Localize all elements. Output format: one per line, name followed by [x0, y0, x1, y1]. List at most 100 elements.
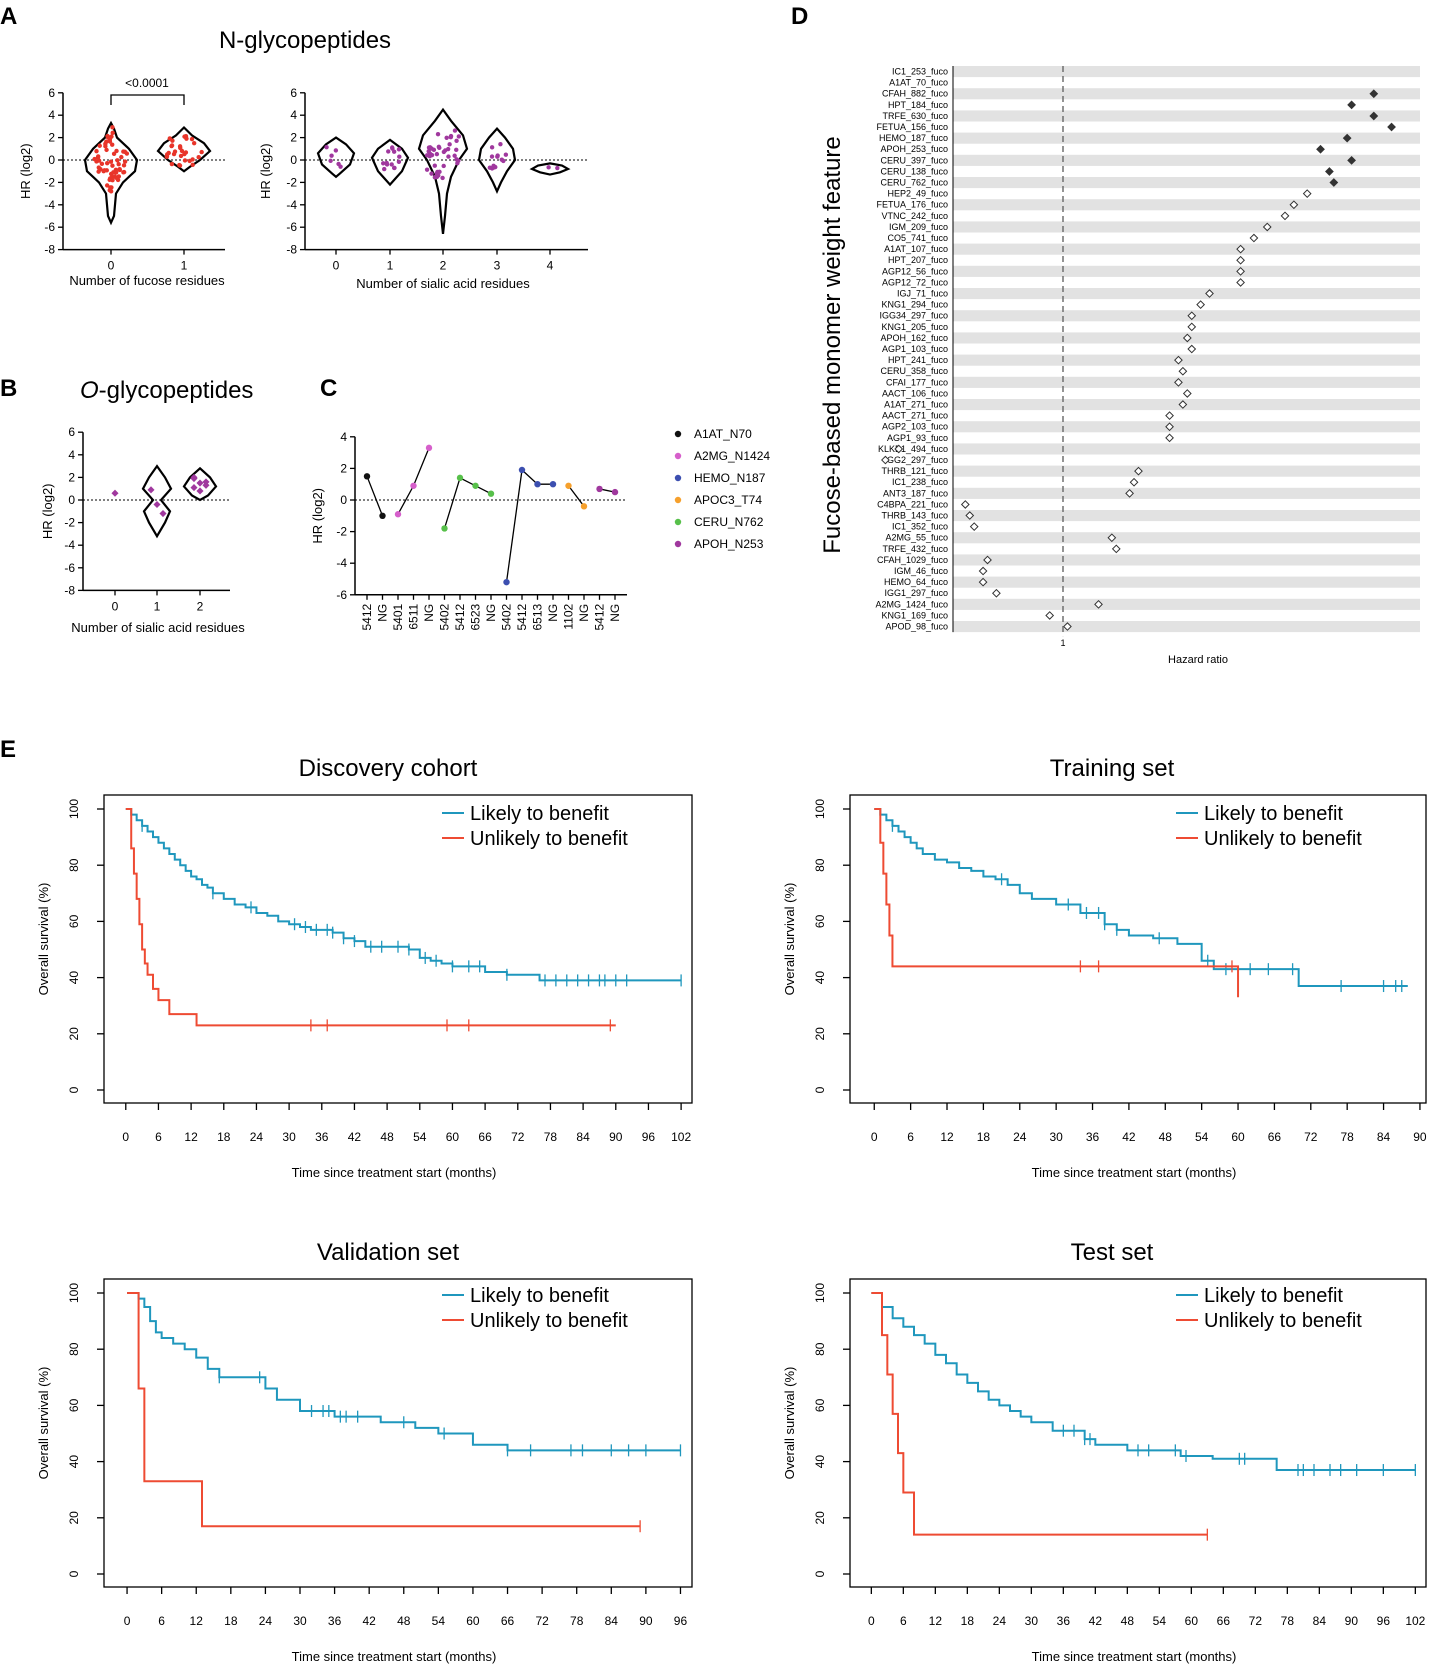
panel-e-test-set-legend-unlikely: Unlikely to benefit: [1204, 1310, 1362, 1332]
panel-a-right-x-label: Number of sialic acid residues: [356, 276, 530, 291]
panel-a-point-fucose-0: [116, 174, 122, 179]
panel-e-discovery-cohort-y-label: Overall survival (%): [36, 883, 51, 996]
panel-e-training-set-x-tick-label: 24: [1013, 1130, 1027, 1144]
panel-c-series-line: [505, 468, 553, 583]
panel-e-validation-set-curve-unlikely: [127, 1292, 641, 1528]
panel-e-training-set-x-tick-label: 36: [1086, 1130, 1100, 1144]
panel-a-point-sialic-3: [498, 141, 503, 147]
panel-c-point: [379, 512, 386, 519]
panel-e-training-set-legend-likely: Likely to benefit: [1204, 803, 1343, 825]
panel-e-discovery-cohort-x-tick-label: 72: [511, 1130, 525, 1144]
panel-d-feature-label: AGP2_103_fuco: [882, 422, 948, 432]
panel-e-discovery-cohort-x-tick-label: 90: [609, 1130, 623, 1144]
panel-a-point-fucose-0: [113, 167, 119, 172]
panel-b-y-tick-label: 2: [68, 470, 75, 484]
panel-e-training-set-y-tick-label: 40: [813, 971, 827, 985]
panel-e-test-set-x-tick-label: 66: [1217, 1614, 1231, 1628]
panel-d-hr-marker: [1325, 167, 1334, 176]
panel-c-legend-marker: [674, 496, 682, 504]
panel-e-validation-set-y-tick-label: 20: [67, 1511, 81, 1525]
panel-c-point: [534, 481, 541, 488]
panel-d-feature-label: A1AT_271_fuco: [884, 400, 948, 410]
panel-e-validation-set-x-tick-label: 48: [397, 1614, 411, 1628]
panel-d-feature-label: HEP2_49_fuco: [887, 189, 948, 199]
panel-a-point-fucose-0: [121, 149, 126, 154]
panel-e-training-set-frame: [849, 794, 1427, 1104]
panel-a-right-x-tick-label: 3: [494, 259, 501, 273]
panel-e-discovery-cohort-curve-unlikely: [125, 808, 616, 1027]
panel-a-point-sialic-2: [424, 153, 430, 158]
panel-b-violin-1: [141, 464, 173, 539]
panel-c-point: [410, 482, 417, 489]
panel-e-validation-set-y-tick-label: 100: [67, 1283, 81, 1303]
panel-e-training-set-x-tick-label: 54: [1195, 1130, 1209, 1144]
panel-c-point: [472, 482, 479, 489]
panel-d-feature-label: CFAH_882_fuco: [882, 89, 948, 99]
panel-e-validation-set-x-tick-label: 60: [466, 1614, 480, 1628]
panel-e-discovery-cohort-y-tick-label: 40: [67, 971, 81, 985]
panel-a-point-fucose-0: [108, 159, 114, 164]
panel-c-legend-marker: [674, 540, 682, 548]
panel-d-forest-plot: IC1_253_fucoA1AT_70_fucoCFAH_882_fucoHPT…: [819, 66, 1420, 666]
panel-c-x-tick-label: NG: [376, 604, 390, 622]
panel-e-training-set-x-label: Time since treatment start (months): [1032, 1165, 1237, 1180]
panel-a-point-sialic-2: [429, 146, 434, 151]
panel-e-validation-set-x-tick-label: 84: [605, 1614, 619, 1628]
panel-e-discovery-cohort-x-tick-label: 102: [671, 1130, 691, 1144]
panel-letter-a: A: [0, 3, 17, 30]
panel-a-right-x-tick-label: 2: [440, 259, 447, 273]
panel-a-violin-0: [83, 120, 139, 226]
panel-d-hr-marker: [1125, 488, 1134, 498]
panel-d-feature-label: AGP12_72_fuco: [882, 277, 948, 287]
panel-c-series-line: [567, 485, 585, 507]
panel-c-x-tick-label: 6511: [407, 603, 421, 629]
panel-a-point-sialic-1: [391, 165, 397, 171]
panel-d-row-band: [953, 376, 1420, 388]
panel-e-training-set-y-tick-label: 100: [813, 799, 827, 819]
panel-letter-c: C: [320, 375, 337, 402]
panel-c-line-chart: 420-2-4-6HR (log2)5412 NG 5401 6511 NG 5402 54…: [310, 427, 770, 631]
panel-a-left-y-tick-label: 0: [48, 153, 55, 167]
panel-d-hr-marker: [1134, 466, 1143, 476]
panel-e-discovery-cohort-y-tick-label: 80: [67, 858, 81, 872]
panel-e-discovery-cohort-x-tick-label: 84: [576, 1130, 590, 1144]
panel-d-hr-marker: [1094, 599, 1103, 609]
panel-a-point-fucose-1: [178, 153, 184, 159]
panel-d-feature-label: IGM_209_fuco: [889, 222, 948, 232]
panel-d-feature-label: IGG34_297_fuco: [879, 311, 948, 321]
panel-e-validation-set-x-tick-label: 12: [190, 1614, 204, 1628]
panel-a-point-fucose-1: [190, 157, 195, 162]
panel-b-point-sialic-2: [196, 479, 204, 487]
panel-a-violin-sia-1: [370, 138, 410, 187]
panel-e-discovery-cohort-x-tick-label: 42: [348, 1130, 362, 1144]
panel-e-test-set-x-tick-label: 102: [1405, 1614, 1425, 1628]
panel-d-feature-label: FETUA_156_fuco: [876, 122, 948, 132]
panel-b-y-tick-label: -8: [64, 583, 75, 597]
panel-d-feature-label: HEMO_187_fuco: [879, 133, 948, 143]
panel-c-point: [487, 490, 495, 497]
panel-e-training-set-x-tick-label: 48: [1159, 1130, 1173, 1144]
panel-d-hr-marker: [1280, 211, 1290, 221]
panel-d-hr-marker: [881, 455, 890, 465]
panel-d-row-band: [953, 510, 1420, 522]
panel-d-hr-marker: [965, 511, 975, 520]
panel-c-x-tick-label: NG: [608, 604, 622, 622]
panel-d-feature-label: THRB_143_fuco: [881, 511, 948, 521]
panel-e-test-set-x-tick-label: 6: [900, 1614, 907, 1628]
panel-a-point-fucose-0: [119, 154, 124, 160]
panel-b-point-sialic-1: [147, 486, 155, 494]
panel-d-feature-label: A1AT_107_fuco: [884, 244, 948, 254]
panel-d-row-band: [953, 576, 1420, 588]
panel-e-training-set-x-tick-label: 60: [1231, 1130, 1245, 1144]
panel-e-validation-set-x-tick-label: 54: [432, 1614, 446, 1628]
panel-a-point-sialic-2: [432, 175, 438, 180]
panel-letter-b: B: [0, 375, 17, 402]
panel-a-point-fucose-0: [116, 162, 121, 167]
panel-a-point-sialic-3: [503, 152, 509, 157]
panel-a-point-sialic-2: [441, 149, 447, 155]
panel-e-training-set-x-tick-label: 0: [871, 1130, 878, 1144]
panel-b-title: O-glycopeptides: [80, 377, 253, 404]
panel-e-training-set-x-tick-label: 66: [1268, 1130, 1282, 1144]
